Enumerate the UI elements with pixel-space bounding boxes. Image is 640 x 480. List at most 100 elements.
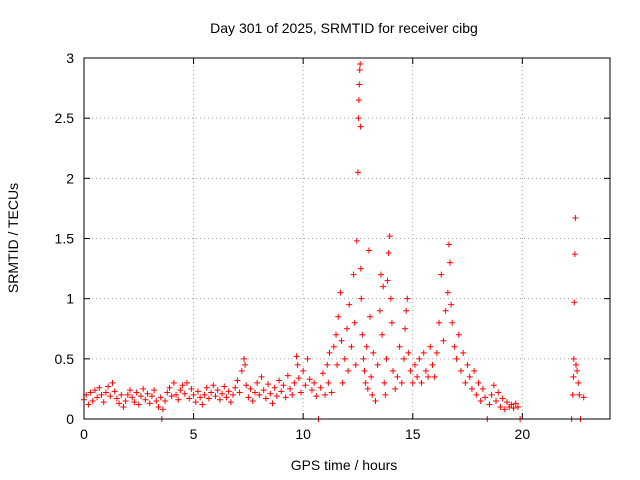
data-point (157, 394, 164, 401)
data-point (282, 394, 289, 401)
data-point (352, 361, 359, 368)
data-point (203, 384, 210, 391)
data-point (429, 361, 436, 368)
data-point (325, 379, 332, 386)
data-point (354, 169, 361, 176)
data-point (576, 391, 583, 398)
data-point (405, 349, 412, 356)
data-point (188, 385, 195, 392)
data-point (109, 379, 116, 386)
data-point (394, 373, 401, 380)
data-point (197, 394, 204, 401)
data-point (238, 367, 245, 374)
data-point (510, 405, 517, 412)
data-point (384, 277, 391, 284)
data-point (319, 370, 326, 377)
data-point (356, 67, 363, 74)
data-point (230, 391, 237, 398)
data-point (273, 393, 280, 400)
data-point (205, 395, 212, 402)
x-tick-label: 20 (515, 426, 531, 442)
data-point (471, 367, 478, 374)
data-point (214, 387, 221, 394)
data-point (170, 379, 177, 386)
data-point (488, 391, 495, 398)
data-point (377, 271, 384, 278)
data-point (416, 355, 423, 362)
data-point (495, 389, 502, 396)
data-point (265, 381, 272, 388)
data-point (192, 399, 199, 406)
data-point (348, 343, 355, 350)
data-point (313, 393, 320, 400)
data-point (107, 393, 114, 400)
data-point (479, 385, 486, 392)
data-point (212, 393, 219, 400)
data-point (390, 367, 397, 374)
data-point (570, 373, 577, 380)
data-point (184, 379, 191, 386)
data-point (294, 361, 301, 368)
plot-frame (83, 57, 611, 420)
x-tick-label: 0 (80, 426, 88, 442)
data-point (514, 403, 521, 410)
data-point (291, 379, 298, 386)
y-tick-label: 0 (66, 411, 74, 427)
data-point (153, 397, 160, 404)
data-point (573, 361, 580, 368)
data-point (304, 355, 311, 362)
data-point (574, 367, 581, 374)
data-point (96, 384, 103, 391)
data-point (351, 319, 358, 326)
data-point (425, 373, 432, 380)
data-point (368, 373, 375, 380)
data-point (120, 403, 127, 410)
data-point (293, 353, 300, 360)
data-point (455, 331, 462, 338)
data-point (372, 397, 379, 404)
data-point (404, 295, 411, 302)
data-point (357, 265, 364, 272)
data-point (278, 388, 285, 395)
data-point (190, 391, 197, 398)
data-point (475, 379, 482, 386)
data-point (175, 396, 182, 403)
data-point (407, 367, 414, 374)
data-point (333, 331, 340, 338)
data-point (453, 355, 460, 362)
tick-labels: 0 5 10 15 20 0 0.5 1 1.5 2 2.5 3 (55, 50, 531, 442)
data-point (208, 389, 215, 396)
data-point (580, 394, 587, 401)
data-point (344, 325, 350, 332)
data-point (339, 379, 346, 386)
data-point (300, 367, 307, 374)
data-point (493, 397, 500, 404)
data-point (427, 343, 434, 350)
data-point (356, 81, 363, 88)
data-point (133, 389, 140, 396)
data-point (302, 382, 309, 389)
data-point (210, 382, 217, 389)
data-point (105, 383, 112, 390)
data-point (482, 394, 489, 401)
data-point (575, 379, 582, 386)
data-point (464, 361, 471, 368)
data-point (232, 384, 239, 391)
y-tick-label: 2.5 (55, 110, 75, 126)
data-point (387, 295, 394, 302)
data-point (490, 382, 497, 389)
data-point (571, 251, 578, 258)
data-point (243, 382, 250, 389)
data-point (355, 97, 362, 104)
data-point (151, 387, 158, 394)
data-point (177, 387, 184, 394)
data-point (245, 394, 252, 401)
data-point (159, 406, 166, 413)
data-point (260, 387, 267, 394)
data-point (85, 401, 92, 408)
data-point (486, 401, 493, 408)
data-point (142, 396, 149, 403)
data-point (382, 391, 389, 398)
data-point (508, 401, 515, 408)
data-point (447, 259, 454, 266)
